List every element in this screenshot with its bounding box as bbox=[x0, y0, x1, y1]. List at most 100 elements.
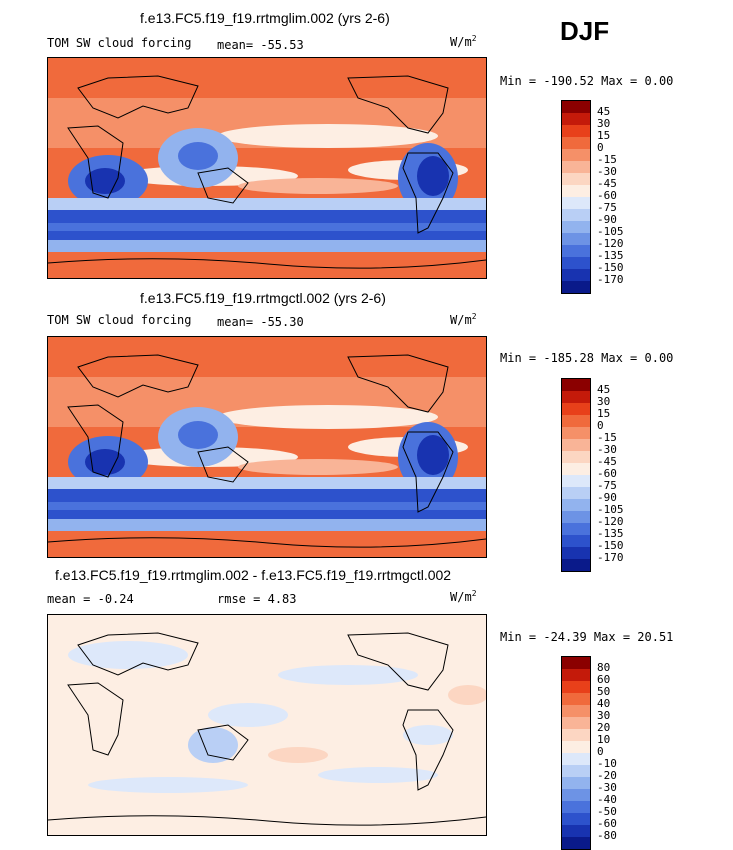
colorbar-segment bbox=[562, 113, 590, 125]
colorbar-segment bbox=[562, 717, 590, 729]
colorbar-tick-label: 15 bbox=[597, 129, 611, 142]
colorbar-segment bbox=[562, 559, 590, 571]
panel-3-mean-value: -0.24 bbox=[97, 592, 134, 606]
colorbar-segment bbox=[562, 657, 590, 669]
panel-2-colorbar bbox=[561, 378, 591, 572]
panel-3-map-svg bbox=[48, 615, 486, 835]
colorbar-segment bbox=[562, 547, 590, 559]
panel-1-field: TOM SW cloud forcing bbox=[47, 36, 192, 50]
panel-2-mean-value: -55.30 bbox=[260, 315, 304, 329]
season-label: DJF bbox=[560, 16, 610, 46]
colorbar-tick-label: -105 bbox=[597, 503, 624, 516]
panel-2-mean-text: mean= bbox=[217, 315, 254, 329]
colorbar-tick-label: -45 bbox=[597, 177, 617, 190]
colorbar-tick-label: -120 bbox=[597, 237, 624, 250]
panel-1-colorbar bbox=[561, 100, 591, 294]
colorbar-tick-label: -170 bbox=[597, 273, 624, 286]
colorbar-segment bbox=[562, 257, 590, 269]
panel-2-field: TOM SW cloud forcing bbox=[47, 313, 192, 327]
panel-2-mean-label: mean= -55.30 bbox=[217, 315, 304, 329]
panel-1-mean-value: -55.53 bbox=[260, 38, 304, 52]
panel-3-colorbar-ticks: 80 60 50 40 30 20 10 0 -10 -20 -30 -40 -50 -60 -80 bbox=[597, 662, 617, 842]
panel-1-mean-label: mean= -55.53 bbox=[217, 38, 304, 52]
colorbar-segment bbox=[562, 753, 590, 765]
panel-2-map-svg bbox=[48, 337, 486, 557]
colorbar-segment bbox=[562, 669, 590, 681]
colorbar-segment bbox=[562, 511, 590, 523]
colorbar-tick-label: 30 bbox=[597, 395, 611, 408]
colorbar-tick-label: 80 bbox=[597, 661, 611, 674]
colorbar-tick-label: 15 bbox=[597, 407, 611, 420]
colorbar-segment bbox=[562, 173, 590, 185]
colorbar-segment bbox=[562, 463, 590, 475]
panel-1-title: f.e13.FC5.f19_f19.rrtmglim.002 (yrs 2-6) bbox=[140, 10, 390, 26]
colorbar-tick-label: 45 bbox=[597, 105, 611, 118]
colorbar-segment bbox=[562, 475, 590, 487]
panel-2-title: f.e13.FC5.f19_f19.rrtmgctl.002 (yrs 2-6) bbox=[140, 290, 386, 306]
colorbar-tick-label: 30 bbox=[597, 709, 611, 722]
colorbar-segment bbox=[562, 535, 590, 547]
colorbar-segment bbox=[562, 101, 590, 113]
colorbar-tick-label: -80 bbox=[597, 829, 617, 842]
colorbar-tick-label: -15 bbox=[597, 431, 617, 444]
colorbar-segment bbox=[562, 403, 590, 415]
colorbar-segment bbox=[562, 705, 590, 717]
panel-2-minmax: Min = -185.28 Max = 0.00 bbox=[500, 351, 674, 365]
colorbar-tick-label: 0 bbox=[597, 745, 604, 758]
colorbar-segment bbox=[562, 197, 590, 209]
colorbar-tick-label: -50 bbox=[597, 805, 617, 818]
colorbar-segment bbox=[562, 245, 590, 257]
colorbar-tick-label: 0 bbox=[597, 419, 604, 432]
colorbar-tick-label: 10 bbox=[597, 733, 611, 746]
colorbar-tick-label: -60 bbox=[597, 189, 617, 202]
colorbar-tick-label: -75 bbox=[597, 479, 617, 492]
panel-3-mean-label: mean = -0.24 bbox=[47, 592, 134, 606]
colorbar-tick-label: -45 bbox=[597, 455, 617, 468]
colorbar-segment bbox=[562, 777, 590, 789]
colorbar-tick-label: -90 bbox=[597, 491, 617, 504]
colorbar-segment bbox=[562, 137, 590, 149]
colorbar-segment bbox=[562, 789, 590, 801]
colorbar-segment bbox=[562, 451, 590, 463]
colorbar-tick-label: -105 bbox=[597, 225, 624, 238]
colorbar-tick-label: -150 bbox=[597, 261, 624, 274]
colorbar-segment bbox=[562, 825, 590, 837]
panel-3-rmse-value: 4.83 bbox=[267, 592, 297, 606]
colorbar-tick-label: -60 bbox=[597, 817, 617, 830]
colorbar-tick-label: -10 bbox=[597, 757, 617, 770]
colorbar-segment bbox=[562, 379, 590, 391]
colorbar-segment bbox=[562, 281, 590, 293]
colorbar-segment bbox=[562, 125, 590, 137]
colorbar-segment bbox=[562, 221, 590, 233]
panel-3-mean-text: mean = bbox=[47, 592, 91, 606]
colorbar-segment bbox=[562, 813, 590, 825]
panel-1-colorbar-ticks: 45 30 15 0 -15 -30 -45 -60 -75 -90 -105 -120 -135 -15… bbox=[597, 106, 624, 286]
panel-2-colorbar-ticks: 45 30 15 0 -15 -30 -45 -60 -75 -90 -105 -120 -135 -15… bbox=[597, 384, 624, 564]
panel-1-units: W/m2 bbox=[450, 34, 477, 49]
colorbar-tick-label: -90 bbox=[597, 213, 617, 226]
colorbar-tick-label: -60 bbox=[597, 467, 617, 480]
colorbar-segment bbox=[562, 523, 590, 535]
panel-3-rmse-text: rmse = bbox=[217, 592, 261, 606]
colorbar-segment bbox=[562, 729, 590, 741]
colorbar-tick-label: 45 bbox=[597, 383, 611, 396]
colorbar-segment bbox=[562, 487, 590, 499]
colorbar-tick-label: 50 bbox=[597, 685, 611, 698]
colorbar-segment bbox=[562, 209, 590, 221]
colorbar-tick-label: -30 bbox=[597, 781, 617, 794]
colorbar-tick-label: -30 bbox=[597, 443, 617, 456]
panel-2-map bbox=[47, 336, 487, 558]
panel-2-units: W/m2 bbox=[450, 312, 477, 327]
panel-1-map bbox=[47, 57, 487, 279]
colorbar-segment bbox=[562, 837, 590, 849]
panel-1-minmax: Min = -190.52 Max = 0.00 bbox=[500, 74, 674, 88]
panel-3-title: f.e13.FC5.f19_f19.rrtmglim.002 - f.e13.F… bbox=[55, 567, 452, 583]
colorbar-tick-label: -150 bbox=[597, 539, 624, 552]
colorbar-tick-label: -40 bbox=[597, 793, 617, 806]
colorbar-tick-label: 40 bbox=[597, 697, 611, 710]
colorbar-tick-label: -15 bbox=[597, 153, 617, 166]
colorbar-tick-label: 0 bbox=[597, 141, 604, 154]
colorbar-tick-label: -135 bbox=[597, 249, 624, 262]
colorbar-segment bbox=[562, 427, 590, 439]
panel-1-map-svg bbox=[48, 58, 486, 278]
